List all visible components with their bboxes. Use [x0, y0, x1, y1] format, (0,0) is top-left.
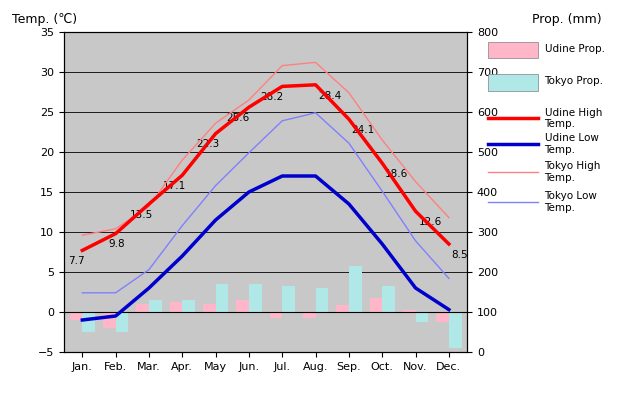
Text: 28.4: 28.4 [318, 91, 342, 101]
Bar [415, 312, 428, 322]
Text: 12.6: 12.6 [419, 217, 442, 227]
Bar [103, 312, 116, 328]
Bar [70, 312, 83, 320]
Text: Udine Prop.: Udine Prop. [545, 44, 605, 54]
Bar [269, 312, 282, 318]
Bar [182, 300, 195, 312]
Text: 25.6: 25.6 [227, 113, 250, 123]
Bar [369, 298, 382, 312]
Bar [336, 305, 349, 312]
Bar [449, 312, 461, 348]
Bar [149, 300, 162, 312]
Bar [236, 300, 249, 312]
Bar [382, 286, 395, 312]
Bar [282, 286, 295, 312]
Bar [83, 312, 95, 332]
Text: 13.5: 13.5 [129, 210, 153, 220]
Text: Tokyo Low
Temp.: Tokyo Low Temp. [545, 191, 597, 213]
Text: Tokyo High
Temp.: Tokyo High Temp. [545, 161, 601, 183]
Text: Udine Low
Temp.: Udine Low Temp. [545, 133, 598, 155]
Text: 7.7: 7.7 [68, 256, 85, 266]
Text: Tokyo Prop.: Tokyo Prop. [545, 76, 604, 86]
Text: 18.6: 18.6 [385, 169, 408, 179]
Text: 8.5: 8.5 [452, 250, 468, 260]
Bar [216, 284, 228, 312]
Text: 24.1: 24.1 [352, 125, 375, 135]
Bar [403, 310, 415, 312]
Bar [170, 302, 182, 312]
Text: Temp. (℃): Temp. (℃) [12, 13, 77, 26]
Bar [203, 304, 216, 312]
Bar [116, 312, 128, 332]
Text: 22.3: 22.3 [196, 140, 220, 150]
Bar [136, 304, 149, 312]
Bar [436, 312, 449, 322]
Text: 17.1: 17.1 [163, 181, 186, 191]
Text: Prop. (mm): Prop. (mm) [532, 13, 602, 26]
Text: 28.2: 28.2 [260, 92, 284, 102]
Bar [303, 312, 316, 318]
Text: 9.8: 9.8 [109, 240, 125, 250]
Text: Udine High
Temp.: Udine High Temp. [545, 108, 602, 129]
FancyBboxPatch shape [488, 42, 538, 58]
FancyBboxPatch shape [488, 74, 538, 91]
Bar [349, 266, 362, 312]
Bar [249, 284, 262, 312]
Bar [316, 288, 328, 312]
